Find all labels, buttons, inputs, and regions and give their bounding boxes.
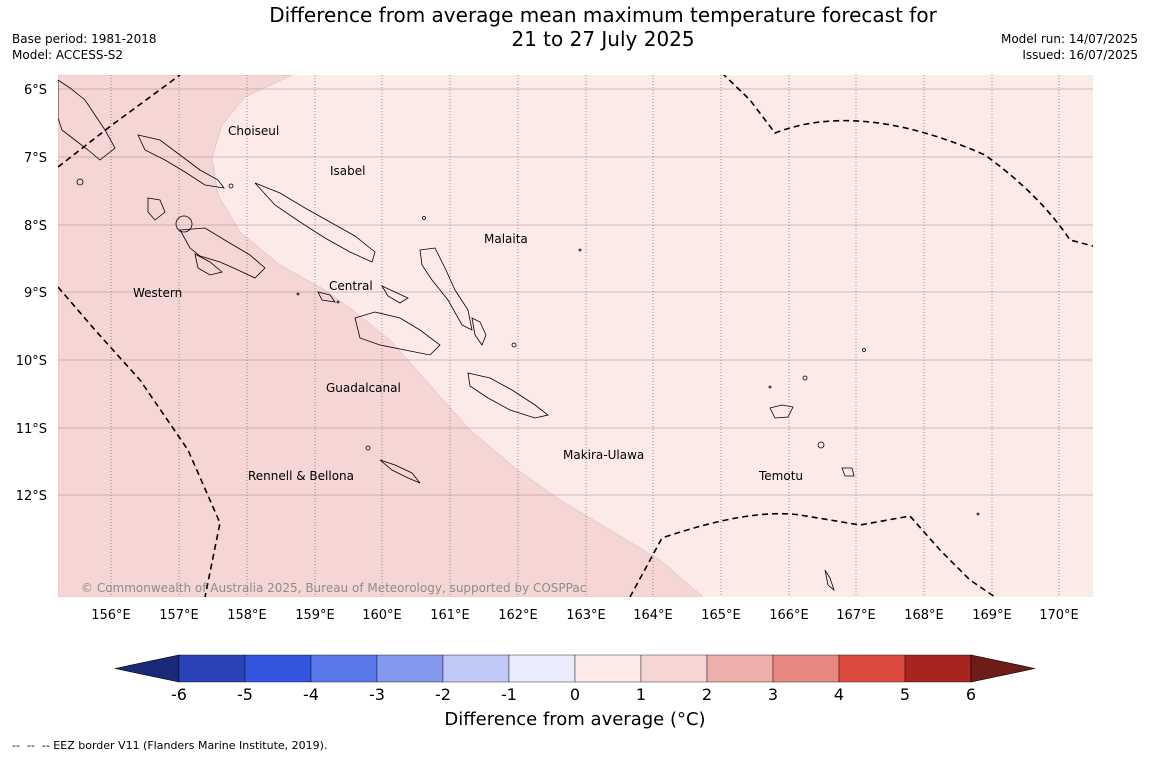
lon-gridlines (110, 75, 1060, 597)
eez-border (58, 75, 1093, 597)
colorbar: -6 -5 -4 -3 -2 -1 0 1 2 3 4 5 6 (114, 654, 1036, 704)
colorbar-segment (376, 654, 444, 683)
lon-label: 169°E (972, 608, 1012, 623)
lon-label: 160°E (362, 608, 402, 623)
title-line-1: Difference from average mean maximum tem… (269, 3, 937, 27)
place-labels: Choiseul Isabel Malaita Western Central … (133, 124, 803, 483)
colorbar-segment (574, 654, 642, 683)
lon-label: 168°E (904, 608, 944, 623)
colorbar-tick-label: -4 (303, 685, 319, 704)
place-label-malaita: Malaita (484, 232, 528, 246)
colorbar-tick-label: 5 (900, 685, 910, 704)
island-outlines (58, 79, 980, 592)
colorbar-tick-label: 6 (966, 685, 976, 704)
lon-label: 161°E (430, 608, 470, 623)
place-label-central: Central (329, 279, 373, 293)
colorbar-segment (442, 654, 510, 683)
colorbar-tick-label: -3 (369, 685, 385, 704)
copyright-text: © Commonwealth of Australia 2025, Bureau… (81, 581, 586, 595)
colorbar-extension-low (114, 654, 180, 683)
lat-label: 9°S (24, 286, 47, 301)
place-label-choiseul: Choiseul (228, 124, 279, 138)
colorbar-tick-label: 1 (636, 685, 646, 704)
lat-label: 6°S (24, 83, 47, 98)
lon-label: 167°E (836, 608, 876, 623)
model-run: Model run: 14/07/2025 (1000, 32, 1138, 46)
model-name: Model: ACCESS-S2 (12, 48, 124, 62)
colorbar-segment (178, 654, 246, 683)
colorbar-tick-label: 0 (570, 685, 580, 704)
colorbar-tick-label: -2 (435, 685, 451, 704)
lon-label: 162°E (498, 608, 538, 623)
place-label-rennell-bellona: Rennell & Bellona (248, 469, 354, 483)
colorbar-segment (904, 654, 972, 683)
lat-label: 8°S (24, 219, 47, 234)
colorbar-segment (706, 654, 774, 683)
lon-label: 164°E (633, 608, 673, 623)
colorbar-segment (838, 654, 906, 683)
colorbar-label: Difference from average (°C) (444, 709, 706, 730)
lat-label: 7°S (24, 151, 47, 166)
place-label-guadalcanal: Guadalcanal (326, 381, 401, 395)
place-label-isabel: Isabel (330, 164, 365, 178)
colorbar-tick-label: -6 (171, 685, 187, 704)
lat-label: 12°S (16, 489, 47, 504)
run-info: Model run: 14/07/2025 Issued: 16/07/2025 (1001, 31, 1138, 63)
colorbar-segment (244, 654, 312, 683)
colorbar-tick-label: -1 (501, 685, 517, 704)
colorbar-segment (640, 654, 708, 683)
lon-label: 157°E (159, 608, 199, 623)
base-info: Base period: 1981-2018 Model: ACCESS-S2 (12, 31, 157, 63)
colorbar-tick-label: 3 (768, 685, 778, 704)
lat-gridlines (58, 88, 1093, 496)
lon-label: 159°E (295, 608, 335, 623)
title-line-2: 21 to 27 July 2025 (511, 27, 695, 51)
colorbar-extension-high (970, 654, 1036, 683)
lon-label: 166°E (769, 608, 809, 623)
colorbar-segment (772, 654, 840, 683)
colorbar-tick-label: 4 (834, 685, 844, 704)
map-title: Difference from average mean maximum tem… (0, 3, 1150, 51)
lon-label: 165°E (701, 608, 741, 623)
lat-label: 10°S (16, 354, 47, 369)
colorbar-segment (310, 654, 378, 683)
lat-axis-labels: 6°S 7°S 8°S 9°S 10°S 11°S 12°S (16, 83, 47, 504)
eez-footnote: -- -- -- EEZ border V11 (Flanders Marine… (12, 739, 328, 752)
lon-label: 170°E (1039, 608, 1079, 623)
lon-label: 158°E (227, 608, 267, 623)
place-label-temotu: Temotu (758, 469, 803, 483)
base-period: Base period: 1981-2018 (12, 32, 157, 46)
colorbar-segment (508, 654, 576, 683)
lon-label: 156°E (91, 608, 131, 623)
colorbar-tick-label: -5 (237, 685, 253, 704)
colorbar-tick-label: 2 (702, 685, 712, 704)
lat-label: 11°S (16, 422, 47, 437)
lon-axis-labels: 156°E 157°E 158°E 159°E 160°E 161°E 162°… (91, 608, 1079, 623)
anomaly-region-1-2 (58, 75, 704, 597)
lon-label: 163°E (566, 608, 606, 623)
place-label-makira-ulawa: Makira-Ulawa (563, 448, 644, 462)
issued-date: Issued: 16/07/2025 (1022, 48, 1138, 62)
place-label-western: Western (133, 286, 182, 300)
